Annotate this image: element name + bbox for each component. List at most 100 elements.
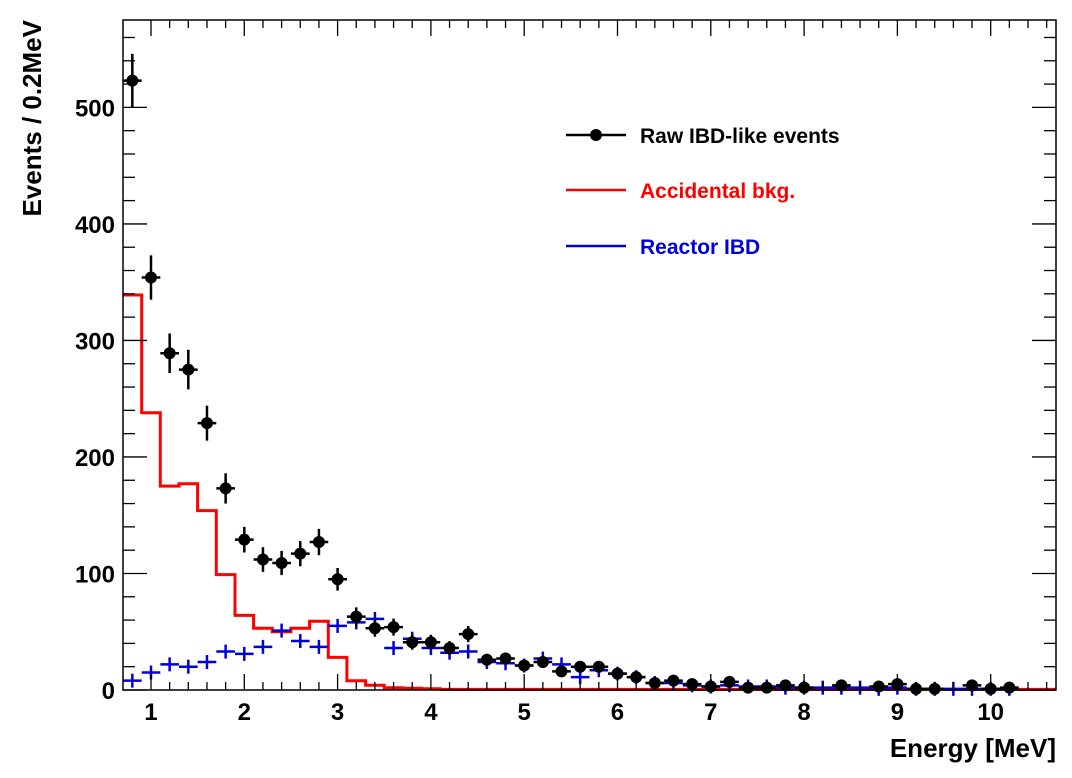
- reactor-ibd-point: [384, 641, 403, 656]
- y-tick-label: 400: [75, 212, 115, 239]
- raw-ibd-point: [458, 626, 478, 643]
- y-tick-label: 300: [75, 328, 115, 355]
- raw-ibd-marker: [256, 553, 269, 566]
- y-tick-label: 100: [75, 561, 115, 588]
- raw-ibd-point: [533, 656, 553, 669]
- raw-ibd-marker: [480, 653, 493, 666]
- raw-ibd-point: [328, 568, 347, 591]
- raw-ibd-marker: [182, 363, 195, 376]
- raw-ibd-point: [570, 660, 590, 673]
- x-tick-label: 2: [238, 699, 251, 726]
- raw-ibd-point: [141, 255, 161, 300]
- raw-ibd-marker: [387, 621, 400, 634]
- x-tick-label: 10: [977, 699, 1004, 726]
- raw-ibd-point: [477, 653, 497, 666]
- raw-ibd-marker: [611, 667, 624, 680]
- reactor-ibd-point: [178, 659, 198, 674]
- raw-ibd-marker: [723, 675, 736, 688]
- raw-ibd-marker: [555, 665, 568, 678]
- x-axis-title: Energy [MeV]: [890, 733, 1056, 763]
- x-tick-label: 8: [797, 699, 810, 726]
- raw-ibd-point: [309, 528, 329, 556]
- raw-ibd-marker: [219, 482, 232, 495]
- raw-ibd-marker: [667, 674, 680, 687]
- raw-ibd-marker: [536, 656, 549, 669]
- reactor-ibd-point: [290, 634, 310, 649]
- raw-ibd-point: [253, 547, 273, 572]
- raw-ibd-point: [589, 660, 609, 673]
- reactor-ibd-crosses: [123, 611, 1019, 696]
- legend-raw-marker: [590, 129, 602, 141]
- x-tick-label: 7: [704, 699, 717, 726]
- x-tick-label: 6: [611, 699, 624, 726]
- y-axis: 0 100 200 300 400 500: [75, 36, 1056, 705]
- raw-ibd-marker: [462, 628, 475, 641]
- raw-ibd-marker: [443, 642, 456, 655]
- raw-ibd-point: [365, 619, 385, 637]
- reactor-ibd-point: [309, 639, 329, 654]
- raw-ibd-point: [290, 541, 310, 567]
- raw-ibd-marker: [126, 74, 139, 87]
- accidental-bkg-histogram: [123, 293, 1056, 691]
- reactor-ibd-point: [216, 644, 235, 659]
- raw-ibd-point: [234, 526, 254, 553]
- raw-ibd-point: [384, 618, 403, 636]
- legend-accidental-label: Accidental bkg.: [640, 180, 795, 203]
- raw-ibd-marker: [406, 636, 419, 649]
- raw-ibd-marker: [238, 533, 251, 546]
- accidental-bkg-line: [123, 293, 1056, 691]
- reactor-ibd-point: [328, 618, 347, 633]
- raw-ibd-point: [552, 665, 571, 678]
- raw-ibd-marker: [275, 556, 288, 569]
- raw-ibd-marker: [144, 271, 157, 284]
- raw-ibd-point: [496, 652, 515, 665]
- reactor-ibd-point: [272, 623, 291, 638]
- raw-ibd-point: [346, 607, 366, 626]
- raw-ibd-marker: [518, 659, 531, 672]
- reactor-ibd-point: [160, 657, 179, 672]
- raw-ibd-point: [160, 333, 179, 374]
- y-tick-label: 0: [102, 678, 115, 705]
- raw-ibd-marker: [574, 660, 587, 673]
- x-tick-label: 3: [331, 699, 344, 726]
- raw-ibd-marker: [630, 671, 643, 684]
- x-tick-label: 5: [518, 699, 531, 726]
- legend: Raw IBD-like events Accidental bkg. Reac…: [566, 125, 840, 259]
- legend-raw-label: Raw IBD-like events: [640, 125, 840, 148]
- raw-ibd-point: [216, 473, 235, 504]
- raw-ibd-marker: [424, 636, 437, 649]
- raw-ibd-point: [178, 349, 198, 390]
- raw-ibd-marker: [350, 610, 363, 623]
- raw-ibd-point: [421, 634, 441, 650]
- x-axis: 1 2 3 4 5 6 7 8 9 10: [144, 20, 1048, 726]
- raw-ibd-point: [272, 550, 291, 576]
- reactor-ibd-point: [123, 673, 142, 688]
- raw-ibd-points: [123, 53, 1019, 695]
- raw-ibd-point: [514, 659, 534, 672]
- y-tick-label: 200: [75, 445, 115, 472]
- raw-ibd-marker: [312, 536, 325, 549]
- y-axis-title: Events / 0.2MeV: [17, 19, 47, 216]
- reactor-ibd-point: [234, 646, 254, 661]
- legend-reactor-label: Reactor IBD: [640, 236, 760, 259]
- y-tick-label: 500: [75, 95, 115, 122]
- x-tick-label: 4: [424, 699, 438, 726]
- raw-ibd-point: [197, 405, 217, 441]
- reactor-ibd-point: [458, 644, 478, 659]
- raw-ibd-point: [440, 641, 459, 656]
- raw-ibd-marker: [368, 622, 381, 635]
- raw-ibd-point: [402, 634, 422, 650]
- raw-ibd-marker: [294, 547, 307, 560]
- reactor-ibd-point: [197, 655, 217, 670]
- reactor-ibd-point: [253, 639, 273, 654]
- x-tick-label: 9: [891, 699, 904, 726]
- raw-ibd-marker: [592, 660, 605, 673]
- raw-ibd-marker: [200, 417, 213, 430]
- raw-ibd-marker: [331, 573, 344, 586]
- raw-ibd-marker: [163, 347, 176, 360]
- raw-ibd-marker: [499, 652, 512, 665]
- x-tick-label: 1: [144, 699, 157, 726]
- raw-ibd-point: [123, 53, 142, 108]
- raw-ibd-point: [626, 671, 646, 684]
